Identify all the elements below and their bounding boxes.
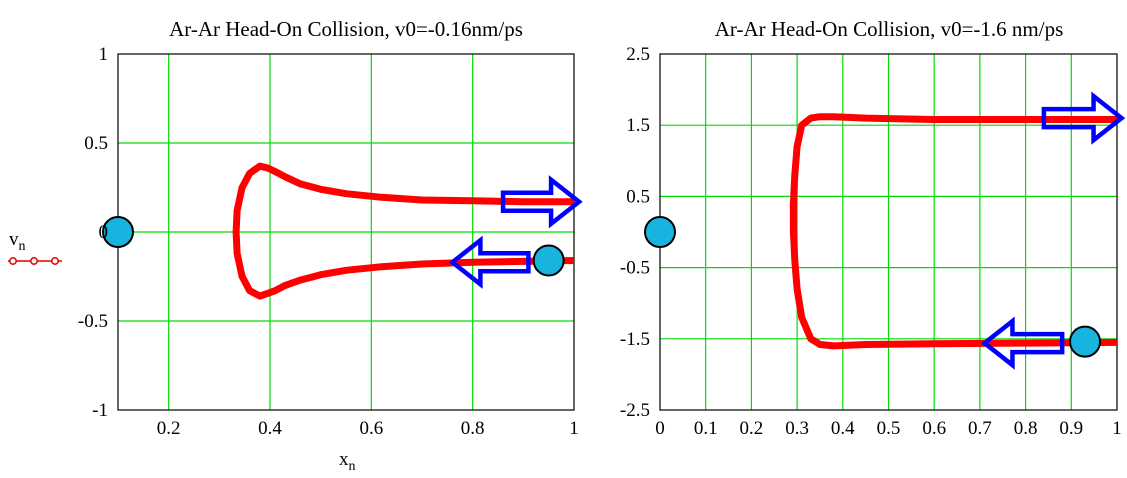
right-x-tick-label-3: 0.3 — [785, 418, 809, 439]
chart-right-x-ticks: 0 0.1 0.2 0.3 0.4 0.5 0.6 0.7 0.8 0.9 1 — [655, 418, 1122, 439]
right-x-tick-label-2: 0.2 — [740, 418, 764, 439]
right-atom-ball-1 — [1069, 325, 1102, 358]
chart-left-legend-marker — [8, 257, 62, 265]
right-atom-ball-0 — [644, 216, 676, 248]
right-x-tick-label-0: 0 — [655, 418, 665, 439]
right-x-tick-label-1: 0.1 — [694, 418, 718, 439]
left-x-tick-label-1: 0.4 — [258, 418, 282, 439]
left-x-tick-label-2: 0.6 — [359, 418, 383, 439]
left-y-tick-label-0: -1 — [92, 400, 108, 421]
right-y-tick-label-0: -2.5 — [620, 400, 650, 421]
chart-left-series — [232, 162, 575, 300]
right-x-tick-label-8: 0.8 — [1014, 418, 1038, 439]
left-x-tick-label-0: 0.2 — [157, 418, 181, 439]
right-outgoing-arrow — [1041, 91, 1126, 145]
y-axis-label-sub: n — [19, 239, 26, 254]
x-axis-label-main: x — [339, 449, 349, 470]
chart-right-balls — [644, 216, 1102, 358]
left-y-tick-label-3: 0.5 — [84, 133, 108, 154]
chart-left: Ar-Ar Head-On Collision, v0=-0.16nm/ps 0… — [8, 17, 583, 474]
chart-left-title: Ar-Ar Head-On Collision, v0=-0.16nm/ps — [169, 17, 523, 41]
chart-left-balls — [102, 216, 565, 277]
left-x-tick-label-4: 1 — [569, 418, 579, 439]
right-series-line-0 — [789, 113, 1118, 350]
x-axis-label-sub: n — [349, 459, 356, 474]
right-x-tick-label-5: 0.5 — [877, 418, 901, 439]
svg-text:vn: vn — [9, 229, 26, 254]
left-outgoing-arrow — [500, 175, 583, 229]
svg-text:xn: xn — [339, 449, 356, 474]
right-y-tick-label-1: -1.5 — [620, 329, 650, 350]
left-series-line-0 — [232, 162, 575, 300]
chart-right-grid — [660, 54, 1117, 410]
right-x-tick-label-7: 0.7 — [968, 418, 992, 439]
left-x-tick-label-3: 0.8 — [461, 418, 485, 439]
right-y-tick-label-3: 0.5 — [626, 186, 650, 207]
chart-right-y-ticks: -2.5 -1.5 -0.5 0.5 1.5 2.5 — [620, 44, 650, 421]
chart-right-arrows — [980, 91, 1126, 370]
right-x-tick-label-10: 1 — [1112, 418, 1122, 439]
left-incoming-arrow — [448, 235, 531, 289]
chart-left-grid — [118, 54, 574, 410]
right-y-tick-label-5: 2.5 — [626, 44, 650, 65]
chart-left-y-axis-label: vn — [9, 229, 26, 254]
chart-right-series — [789, 113, 1118, 350]
right-x-tick-label-9: 0.9 — [1059, 418, 1083, 439]
left-y-tick-label-4: 1 — [99, 44, 109, 65]
chart-left-y-ticks: -1 -0.5 0 0.5 1 — [78, 44, 108, 421]
right-x-tick-label-4: 0.4 — [831, 418, 855, 439]
chart-left-x-ticks: 0.2 0.4 0.6 0.8 1 — [157, 418, 579, 439]
right-y-tick-label-2: -0.5 — [620, 258, 650, 279]
chart-left-x-axis-label: xn — [339, 449, 356, 474]
right-incoming-arrow — [980, 316, 1065, 370]
right-x-tick-label-6: 0.6 — [922, 418, 946, 439]
left-atom-ball-0 — [102, 216, 134, 248]
y-axis-label-main: v — [9, 229, 19, 250]
chart-right-title: Ar-Ar Head-On Collision, v0=-1.6 nm/ps — [715, 17, 1064, 41]
left-y-tick-label-2: 0 — [99, 222, 109, 243]
left-atom-ball-1 — [532, 244, 565, 277]
chart-left-arrows — [448, 175, 583, 289]
left-y-tick-label-1: -0.5 — [78, 311, 108, 332]
chart-right: Ar-Ar Head-On Collision, v0=-1.6 nm/ps 0… — [620, 17, 1126, 439]
right-y-tick-label-4: 1.5 — [626, 115, 650, 136]
